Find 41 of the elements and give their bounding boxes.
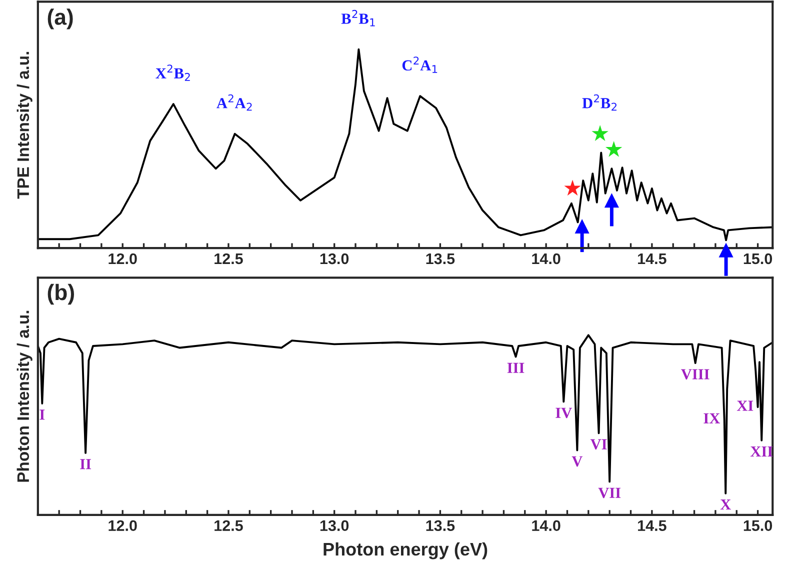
annotation: B$^{2}$B$_{1}$ — [341, 10, 375, 26]
text: (a) — [48, 8, 73, 30]
annotation: A$^{2}$A$_{2}$ — [216, 94, 252, 111]
point — [605, 140, 622, 157]
x-tick-label: 15.0 — [744, 520, 772, 532]
x-axis-title: Photon energy (eV) — [324, 542, 488, 560]
x-tick-label: 12.5 — [214, 253, 243, 264]
point — [592, 125, 608, 141]
point — [574, 218, 590, 234]
point — [604, 193, 619, 208]
y-axis-title: Photon Intensity / a.u. — [16, 310, 32, 482]
x-tick-label: 13.5 — [426, 253, 455, 264]
x-tick-label: 12.0 — [108, 253, 137, 264]
x-tick-label: 13.0 — [320, 253, 349, 264]
annotation: C$^{2}$A$_{1}$ — [402, 56, 438, 73]
annotation: VII — [598, 488, 621, 498]
annotation: XI — [736, 400, 754, 411]
annotation: II — [80, 459, 91, 470]
annotation: IX — [704, 413, 720, 424]
point — [564, 180, 581, 196]
x-tick-label: 14.5 — [638, 254, 666, 264]
annotation: D$^{2}$B$_{2}$ — [582, 94, 617, 111]
annotation: VI — [590, 439, 607, 450]
x-tick-label: 13.5 — [426, 520, 455, 532]
x-tick-label: 13.0 — [320, 520, 349, 532]
x-tick-label: 14.5 — [638, 520, 666, 532]
text: (b) — [48, 284, 74, 305]
annotation: V — [572, 456, 583, 467]
annotation: X — [720, 500, 731, 510]
x-tick-label: 15.0 — [744, 253, 772, 264]
annotation: IV — [556, 408, 572, 418]
x-tick-label: 12.0 — [108, 520, 137, 532]
x-tick-label: 14.0 — [532, 253, 560, 264]
annotation: I — [40, 410, 45, 420]
annotation: III — [507, 362, 524, 373]
point — [718, 242, 734, 258]
x-tick-label: 14.0 — [532, 520, 560, 532]
y-axis-title: TPE Intensity / a.u. — [16, 52, 32, 199]
annotation: X$^{2}$B$_{2}$ — [156, 64, 190, 81]
x-tick-label: 12.5 — [214, 520, 243, 532]
annotation: VIII — [681, 369, 710, 380]
